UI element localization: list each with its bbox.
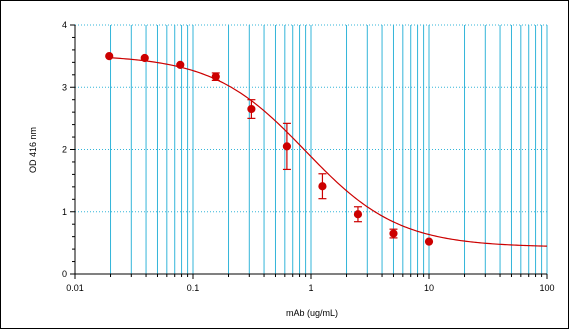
x-axis-title: mAb (ug/mL) xyxy=(286,308,338,318)
data-point xyxy=(211,72,220,81)
data-point xyxy=(105,52,114,61)
x-tick-label: 100 xyxy=(539,283,554,293)
data-point xyxy=(176,60,185,69)
x-tick-label: 0.1 xyxy=(187,283,200,293)
grid-layer xyxy=(74,24,548,274)
points-layer xyxy=(105,52,434,246)
axes-layer xyxy=(70,24,548,279)
labels-layer: 0 1 2 3 4 0.01 0.1 1 10 100 xyxy=(62,20,555,293)
x-tick-label: 1 xyxy=(308,283,313,293)
data-point xyxy=(424,237,434,246)
data-point xyxy=(353,210,363,219)
y-axis-title: OD 416 nm xyxy=(28,127,38,173)
x-tick-label: 10 xyxy=(424,283,434,293)
data-point xyxy=(318,182,327,191)
data-point xyxy=(282,142,292,151)
y-tick-label: 0 xyxy=(62,269,67,279)
y-tick-label: 1 xyxy=(62,207,67,217)
x-tick-label: 0.01 xyxy=(66,283,84,293)
data-point xyxy=(247,104,256,114)
y-tick-label: 2 xyxy=(62,145,67,155)
data-point xyxy=(140,53,149,63)
data-point xyxy=(389,229,398,238)
y-tick-label: 4 xyxy=(62,20,67,30)
y-tick-label: 3 xyxy=(62,82,67,92)
